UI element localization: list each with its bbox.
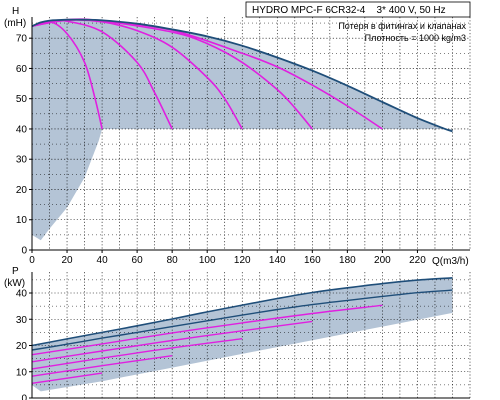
note-density: Плотность = 1000 kg/m3	[365, 33, 466, 43]
head-x-tick-label: 200	[374, 255, 391, 266]
power-y-tick-label: 30	[16, 315, 28, 326]
power-pump-curve-3	[31, 338, 243, 370]
head-x-tick-label: 20	[61, 255, 73, 266]
head-unit-label: (mH)	[4, 18, 26, 29]
power-pump-curve-1	[31, 304, 383, 356]
power-y-tick-label: 20	[16, 341, 28, 352]
power-y-tick-label: 0	[21, 394, 27, 400]
head-x-tick-label: 60	[132, 255, 144, 266]
power-pump-curve-4	[31, 355, 173, 377]
note-fittings: Потеря в фитингах и клапанах	[338, 21, 466, 31]
head-y-tick-label: 10	[16, 215, 28, 226]
head-x-tick-label: 160	[304, 255, 321, 266]
head-y-tick-label: 20	[16, 185, 28, 196]
power-unit-label: (kW)	[4, 278, 25, 289]
chart-title: HYDRO MPC-F 6CR32-4 3* 400 V, 50 Hz	[252, 5, 446, 16]
power-pump-curve-5	[31, 372, 103, 384]
head-y-tick-label: 60	[16, 64, 28, 75]
power-pump-curve-2	[31, 320, 313, 363]
head-y-tick-label: 30	[16, 155, 28, 166]
head-x-tick-label: 180	[339, 255, 356, 266]
head-y-tick-label: 50	[16, 94, 28, 105]
head-x-tick-label: 40	[97, 255, 109, 266]
power-envelope-lower	[31, 289, 453, 351]
power-axis-label: P	[12, 266, 19, 277]
head-plot: 0 10 20 30 40 50 60 70 0 20 40 60 80 100 120 140 160 180 2…	[16, 17, 471, 266]
head-axis-label: H	[12, 6, 19, 17]
head-y-tick-label: 0	[21, 246, 27, 257]
power-y-tick-label: 40	[16, 289, 28, 300]
flow-axis-label: Q(m3/h)	[432, 256, 469, 267]
head-envelope-curve	[31, 18, 453, 133]
power-plot: 0 10 20 30 40	[16, 272, 471, 400]
title-box	[245, 1, 471, 18]
head-y-tick-label: 40	[16, 124, 28, 135]
head-x-tick-label: 100	[199, 255, 216, 266]
power-envelope-upper	[31, 277, 453, 347]
head-x-tick-label: 140	[269, 255, 286, 266]
power-y-tick-label: 10	[16, 367, 28, 378]
head-x-tick-label: 120	[234, 255, 251, 266]
head-y-tick-label: 70	[16, 34, 28, 45]
head-x-tick-label: 220	[409, 255, 426, 266]
power-operating-area	[32, 277, 453, 392]
head-x-tick-label: 0	[29, 255, 35, 266]
head-x-tick-label: 80	[167, 255, 179, 266]
